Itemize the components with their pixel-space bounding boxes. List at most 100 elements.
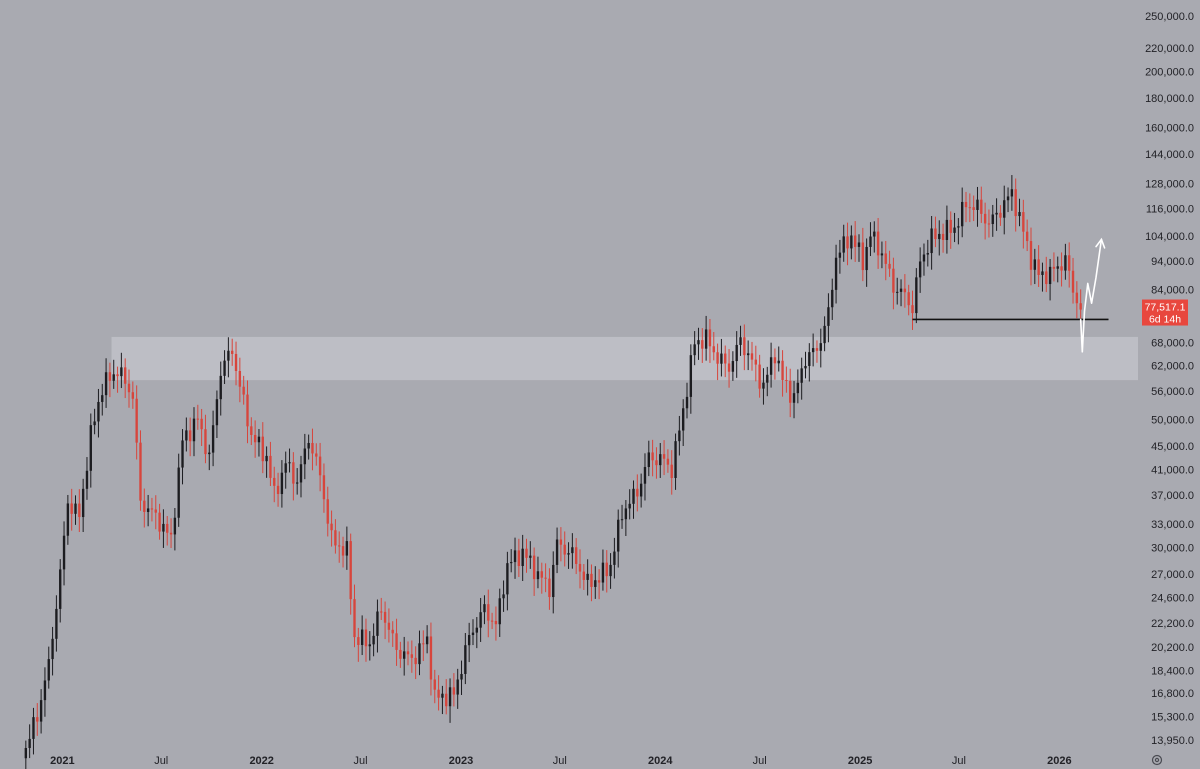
candle — [609, 553, 612, 589]
candle — [483, 595, 486, 625]
candle — [674, 433, 677, 490]
candle — [131, 381, 135, 409]
candle — [66, 494, 70, 545]
candle — [1006, 187, 1010, 213]
x-tick-label: 2021 — [50, 755, 74, 767]
candle — [853, 221, 857, 262]
x-tick-label: Jul — [154, 755, 168, 767]
candle — [1025, 219, 1029, 252]
candle — [108, 362, 112, 398]
candle — [777, 346, 780, 372]
candle — [303, 433, 307, 480]
candle — [391, 621, 394, 647]
candle — [1071, 257, 1075, 304]
candle — [395, 618, 398, 666]
candle — [445, 679, 448, 715]
candle — [295, 468, 299, 495]
candle — [922, 243, 926, 276]
projection-arrow — [1079, 238, 1103, 353]
candle — [85, 457, 89, 500]
candle — [701, 328, 704, 363]
y-tick-label: 37,000.0 — [1151, 490, 1194, 502]
candle — [792, 380, 796, 419]
candle — [769, 342, 773, 388]
candle — [586, 559, 589, 596]
candle — [498, 588, 501, 637]
candle — [976, 186, 979, 227]
candle — [1056, 256, 1059, 283]
candle — [406, 641, 410, 666]
candle — [62, 521, 66, 586]
candle — [735, 331, 738, 378]
candle — [32, 707, 35, 755]
candle — [276, 472, 280, 507]
candle — [552, 551, 555, 614]
candle — [490, 612, 494, 630]
candle — [915, 268, 918, 324]
candle — [892, 257, 895, 310]
candle — [1003, 185, 1006, 235]
candle — [724, 345, 727, 378]
chart-settings-gear-icon[interactable] — [1151, 754, 1163, 766]
candle — [315, 443, 318, 466]
y-tick-label: 160,000.0 — [1145, 123, 1194, 135]
candle — [930, 216, 933, 270]
x-tick-label: Jul — [753, 755, 767, 767]
candle — [422, 630, 425, 662]
candle — [567, 542, 570, 569]
candle — [360, 615, 364, 656]
candle — [647, 440, 650, 477]
candle — [502, 580, 505, 612]
candle — [999, 205, 1002, 226]
candle — [43, 667, 47, 717]
candle — [620, 504, 624, 529]
x-tick-label: Jul — [353, 755, 367, 767]
candle — [452, 673, 456, 707]
candle — [269, 441, 272, 487]
candle — [1041, 262, 1044, 292]
candle — [831, 278, 834, 320]
candle — [154, 495, 157, 530]
candle — [762, 368, 765, 405]
candle — [24, 740, 28, 769]
candle — [246, 380, 249, 444]
candle — [410, 640, 414, 673]
candle — [632, 480, 635, 519]
candle — [811, 333, 815, 367]
candle — [980, 186, 983, 223]
candle — [842, 224, 845, 262]
candle — [880, 241, 884, 269]
candle — [513, 537, 517, 579]
candle — [983, 202, 987, 240]
y-tick-label: 62,000.0 — [1151, 361, 1194, 373]
candle — [143, 488, 146, 528]
x-tick-label: Jul — [553, 755, 567, 767]
y-tick-label: 220,000.0 — [1145, 43, 1194, 55]
candle — [731, 351, 735, 381]
candle — [517, 538, 521, 578]
candle — [961, 187, 964, 238]
support-zone — [111, 336, 1138, 381]
candle — [448, 678, 452, 723]
candle — [494, 606, 498, 641]
candle — [1060, 252, 1063, 287]
y-tick-label: 41,000.0 — [1151, 464, 1194, 476]
candle — [972, 195, 975, 222]
candle — [1068, 242, 1071, 288]
candle — [433, 669, 436, 704]
candle — [311, 428, 314, 471]
candle — [536, 556, 540, 589]
candle — [662, 440, 666, 476]
candle — [112, 359, 115, 389]
candle — [521, 534, 524, 582]
y-tick-label: 18,400.0 — [1151, 665, 1194, 677]
candle — [59, 559, 62, 623]
x-tick-label: 2026 — [1047, 755, 1071, 767]
candle — [341, 536, 345, 568]
candle — [185, 417, 188, 452]
candle — [1010, 175, 1014, 211]
candle — [261, 422, 264, 474]
projection-arrowhead — [1095, 237, 1106, 249]
candle — [460, 660, 463, 696]
candle — [532, 547, 536, 596]
